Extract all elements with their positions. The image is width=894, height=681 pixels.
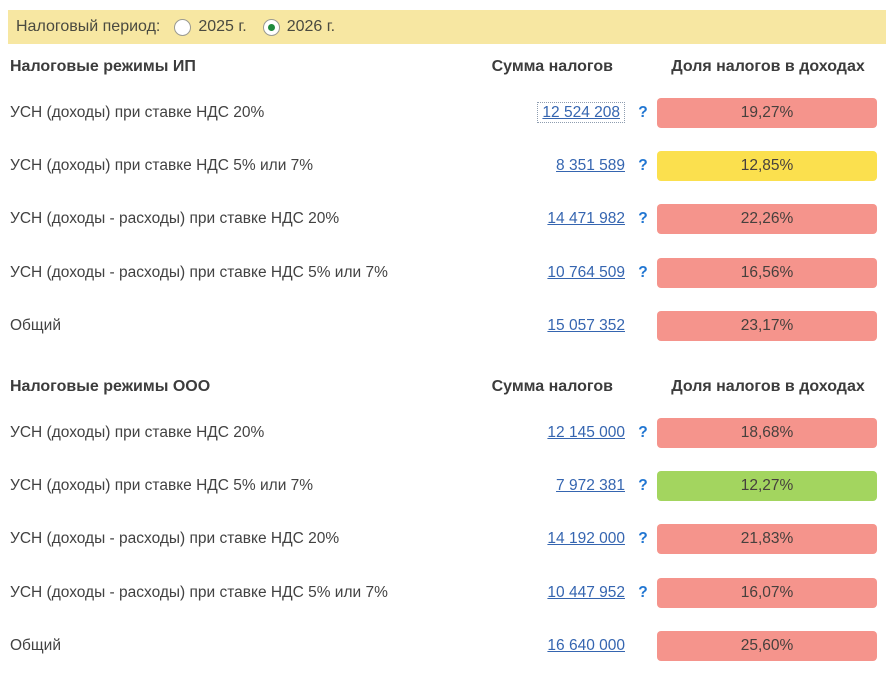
table-row: УСН (доходы - расходы) при ставке НДС 20… (10, 513, 886, 566)
amount-link[interactable]: 8 351 589 (556, 157, 625, 175)
amount-link[interactable]: 16 640 000 (547, 637, 625, 655)
help-icon[interactable]: ? (638, 477, 648, 495)
radio-label-2025[interactable]: 2025 г. (198, 18, 247, 35)
share-badge: 21,83% (657, 524, 877, 555)
table-row: УСН (доходы - расходы) при ставке НДС 5%… (10, 246, 886, 299)
table-row: УСН (доходы) при ставке НДС 5% или 7% 7 … (10, 459, 886, 512)
radio-icon-2025[interactable] (174, 18, 192, 36)
row-label: УСН (доходы - расходы) при ставке НДС 5%… (10, 263, 388, 281)
radio-label-2026[interactable]: 2026 г. (286, 18, 336, 35)
row-label: УСН (доходы) при ставке НДС 20% (10, 103, 265, 121)
row-label: УСН (доходы - расходы) при ставке НДС 20… (10, 210, 340, 228)
amount-cell: 10 764 509 (440, 264, 625, 282)
amount-cell: 15 057 352 (440, 317, 625, 335)
table-row: Общий 16 640 000 25,60% (10, 620, 886, 673)
amount-cell: 10 447 952 (440, 584, 625, 602)
amount-link[interactable]: 14 471 982 (547, 210, 625, 228)
tax-period-bar: Налоговый период: 2025 г. 2026 г. (8, 10, 886, 44)
section-ip-header: Налоговые режимы ИП Сумма налогов Доля н… (10, 58, 886, 86)
help-icon[interactable]: ? (638, 530, 648, 548)
amount-cell: 8 351 589 (440, 157, 625, 175)
section-ip: Налоговые режимы ИП Сумма налогов Доля н… (10, 58, 886, 353)
table-row: УСН (доходы - расходы) при ставке НДС 20… (10, 193, 886, 246)
row-label: УСН (доходы) при ставке НДС 5% или 7% (10, 477, 314, 495)
share-badge: 23,17% (657, 311, 877, 342)
section-ooo-header: Налоговые режимы ООО Сумма налогов Доля … (10, 378, 886, 406)
help-icon[interactable]: ? (638, 583, 648, 601)
amount-link[interactable]: 7 972 381 (556, 477, 625, 495)
help-icon[interactable]: ? (638, 210, 648, 228)
help-icon[interactable]: ? (638, 103, 648, 121)
amount-link[interactable]: 12 145 000 (547, 423, 625, 441)
row-label: УСН (доходы - расходы) при ставке НДС 5%… (10, 583, 388, 601)
amount-link[interactable]: 10 764 509 (547, 263, 625, 281)
help-icon[interactable]: ? (638, 157, 648, 175)
amount-cell: 14 471 982 (440, 210, 625, 228)
row-label: УСН (доходы) при ставке НДС 20% (10, 423, 265, 441)
share-badge: 16,56% (657, 257, 877, 288)
table-row: УСН (доходы - расходы) при ставке НДС 5%… (10, 566, 886, 619)
amount-cell: 7 972 381 (440, 477, 625, 495)
amount-cell: 16 640 000 (440, 637, 625, 655)
amount-cell: 12 524 208 (440, 101, 625, 123)
table-row: УСН (доходы) при ставке НДС 5% или 7% 8 … (10, 139, 886, 192)
column-header-share: Доля налогов в доходах (671, 58, 865, 75)
section-ooo-title: Налоговые режимы ООО (10, 378, 211, 395)
share-badge: 16,07% (657, 577, 877, 608)
share-badge: 18,68% (657, 417, 877, 448)
share-badge: 22,26% (657, 204, 877, 235)
share-badge: 12,27% (657, 471, 877, 502)
amount-link[interactable]: 10 447 952 (547, 583, 625, 601)
tax-period-label: Налоговый период: (16, 18, 161, 35)
row-label: УСН (доходы - расходы) при ставке НДС 20… (10, 530, 340, 548)
row-label: УСН (доходы) при ставке НДС 5% или 7% (10, 157, 314, 175)
row-label: Общий (10, 637, 62, 655)
table-row: УСН (доходы) при ставке НДС 20% 12 524 2… (10, 86, 886, 139)
column-header-amount: Сумма налогов (491, 58, 613, 75)
help-icon[interactable]: ? (638, 263, 648, 281)
amount-link[interactable]: 14 192 000 (547, 530, 625, 548)
amount-cell: 12 145 000 (440, 424, 625, 442)
column-header-amount: Сумма налогов (491, 378, 613, 395)
amount-cell: 14 192 000 (440, 530, 625, 548)
amount-link[interactable]: 15 057 352 (547, 317, 625, 335)
radio-option-2025[interactable]: 2025 г. (174, 18, 247, 36)
share-badge: 19,27% (657, 97, 877, 128)
share-badge: 25,60% (657, 631, 877, 662)
row-label: Общий (10, 317, 62, 335)
help-icon[interactable]: ? (638, 423, 648, 441)
section-ooo: Налоговые режимы ООО Сумма налогов Доля … (10, 378, 886, 673)
radio-option-2026[interactable]: 2026 г. (262, 18, 336, 36)
radio-icon-2026[interactable] (262, 18, 280, 36)
share-badge: 12,85% (657, 151, 877, 182)
table-row: Общий 15 057 352 23,17% (10, 300, 886, 353)
table-row: УСН (доходы) при ставке НДС 20% 12 145 0… (10, 406, 886, 459)
column-header-share: Доля налогов в доходах (671, 378, 865, 395)
amount-link[interactable]: 12 524 208 (537, 101, 625, 123)
section-ip-title: Налоговые режимы ИП (10, 58, 196, 75)
